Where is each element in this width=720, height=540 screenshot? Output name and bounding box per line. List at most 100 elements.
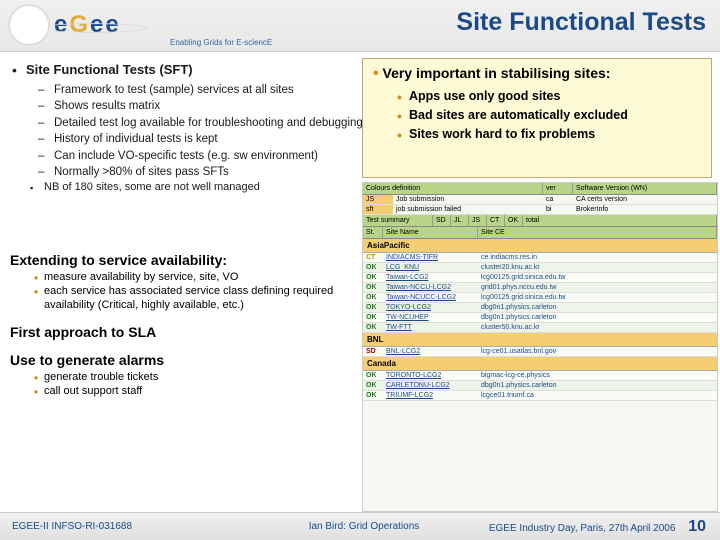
row-site: TW-NCUHEP (383, 313, 478, 322)
extend-item: each service has associated service clas… (34, 285, 355, 313)
row-ce: grid01.phys.nccu.edu.tw (478, 283, 717, 292)
row-ce: lcgce01.triumf.ca (478, 391, 717, 400)
legend-js: JS (363, 195, 393, 204)
sla-heading: First approach to SLA (10, 324, 355, 340)
sft-heading: Site Functional Tests (SFT) (26, 62, 367, 77)
row-site: TOKYO-LCG2 (383, 303, 478, 312)
bullet-icon: • (373, 65, 379, 82)
footer-right-text: EGEE Industry Day, Paris, 27th April 200… (489, 523, 676, 534)
row-status: OK (363, 263, 383, 272)
legend-js-text: Job submission (393, 195, 543, 204)
legend-bi-text: BrokerInfo (573, 205, 717, 214)
slide-footer: EGEE-II INFSO-RI-031688 Ian Bird: Grid O… (0, 512, 720, 540)
row-ce: cluster20.knu.ac.kr (478, 263, 717, 272)
sft-sub-item: NB of 180 sites, some are not well manag… (32, 181, 367, 193)
egee-logo: eGee (8, 4, 121, 46)
alarms-heading: Use to generate alarms (10, 352, 355, 368)
row-status: OK (363, 283, 383, 292)
matrix-row: OKTOKYO-LCG2dbg0n1.physics.carleton (363, 303, 717, 313)
sft-item: Can include VO-specific tests (e.g. sw e… (42, 149, 367, 163)
logo-swoosh (38, 23, 148, 33)
row-ce: bigmac-lcg-ce.physics (478, 371, 717, 380)
row-ce: lcg-ce01.usatlas.bnl.gov (478, 347, 717, 356)
sft-item: Detailed test log available for troubles… (42, 116, 367, 130)
matrix-row: OKTW-NCUHEPdbg0n1.physics.carleton (363, 313, 717, 323)
matrix-row: OKTaiwan-NCCU-LCG2grid01.phys.nccu.edu.t… (363, 283, 717, 293)
sft-sub-list: NB of 180 sites, some are not well manag… (32, 181, 367, 193)
row-status: OK (363, 293, 383, 302)
matrix-region-header: Canada (363, 357, 717, 371)
row-ce: lcg00125.grid.sinica.edu.tw (478, 273, 717, 282)
matrix-region-header: AsiaPacific (363, 239, 717, 253)
row-site: TW-FTT (383, 323, 478, 332)
row-site: TRIUMF-LCG2 (383, 391, 478, 400)
row-ce: ce.indiacms.res.in (478, 253, 717, 262)
logo-circle (8, 4, 50, 46)
row-status: CT (363, 253, 383, 262)
matrix-col-header: St. Site Name Site CE (363, 227, 717, 239)
col-ver: ver (543, 183, 573, 194)
matrix-row: OKTRIUMF-LCG2lcgce01.triumf.ca (363, 391, 717, 401)
extend-heading: Extending to service availability: (10, 252, 355, 268)
sft-item: History of individual tests is kept (42, 132, 367, 146)
row-status: OK (363, 313, 383, 322)
col-wn: Software Version (WN) (573, 183, 717, 194)
slide-header: eGee Enabling Grids for E-sciencE Site F… (0, 0, 720, 52)
row-status: OK (363, 381, 383, 390)
matrix-legend-header: Colours definition ver Software Version … (363, 183, 717, 195)
alarms-item: call out support staff (34, 385, 355, 399)
matrix-row: OKTW-FTTcluster50.knu.ac.kr (363, 323, 717, 333)
sft-list: Framework to test (sample) services at a… (42, 83, 367, 179)
row-site: INDIACMS-TIFR (383, 253, 478, 262)
importance-item: Apps use only good sites (397, 87, 701, 106)
legend-ca-text: CA certs version (573, 195, 717, 204)
tagline: Enabling Grids for E-sciencE (170, 38, 272, 47)
importance-heading: • Very important in stabilising sites: (373, 65, 701, 83)
lead-bullet: • (12, 62, 17, 78)
slide-title: Site Functional Tests (456, 8, 706, 37)
legend-bi: bi (543, 205, 573, 214)
footer-mid: Ian Bird: Grid Operations (247, 521, 482, 532)
alarms-item: generate trouble tickets (34, 371, 355, 385)
legend-sft-text: job submission failed (393, 205, 543, 214)
row-site: Taiwan-NCUCC-LCG2 (383, 293, 478, 302)
row-status: OK (363, 303, 383, 312)
matrix-row: CTINDIACMS-TIFRce.indiacms.res.in (363, 253, 717, 263)
row-site: TORONTO-LCG2 (383, 371, 478, 380)
importance-heading-text: Very important in stabilising sites: (383, 65, 611, 81)
legend-row: JS Job submission ca CA certs version (363, 195, 717, 205)
row-status: OK (363, 371, 383, 380)
matrix-row: OKLCG_KNUcluster20.knu.ac.kr (363, 263, 717, 273)
row-status: SD (363, 347, 383, 356)
legend-sft: sft (363, 205, 393, 214)
sft-section: • Site Functional Tests (SFT) Framework … (12, 62, 367, 193)
matrix-row: OKCARLETONU-LCG2dbg0n1.physics.carleton (363, 381, 717, 391)
row-site: Taiwan-NCCU-LCG2 (383, 283, 478, 292)
extend-list: measure availability by service, site, V… (34, 271, 355, 312)
row-ce: dbg0n1.physics.carleton (478, 381, 717, 390)
legend-row: sft job submission failed bi BrokerInfo (363, 205, 717, 215)
matrix-row: OKTaiwan-LCG2lcg00125.grid.sinica.edu.tw (363, 273, 717, 283)
row-site: CARLETONU-LCG2 (383, 381, 478, 390)
test-summary-label: Test summary (363, 215, 433, 226)
importance-item: Sites work hard to fix problems (397, 125, 701, 144)
row-site: LCG_KNU (383, 263, 478, 272)
row-site: Taiwan-LCG2 (383, 273, 478, 282)
row-site: BNL-LCG2 (383, 347, 478, 356)
matrix-body: AsiaPacificCTINDIACMS-TIFRce.indiacms.re… (363, 239, 717, 401)
row-ce: dbg0n1.physics.carleton (478, 303, 717, 312)
alarms-list: generate trouble tickets call out suppor… (34, 371, 355, 399)
colours-label: Colours definition (363, 183, 543, 194)
slide-content: • Site Functional Tests (SFT) Framework … (0, 52, 720, 512)
legend-ca: ca (543, 195, 573, 204)
test-summary-header: Test summary SDJLJSCTOKtotal (363, 215, 717, 227)
row-ce: cluster50.knu.ac.kr (478, 323, 717, 332)
matrix-row: OKTORONTO-LCG2bigmac-lcg-ce.physics (363, 371, 717, 381)
row-status: OK (363, 273, 383, 282)
extend-item: measure availability by service, site, V… (34, 271, 355, 285)
importance-list: Apps use only good sites Bad sites are a… (397, 87, 701, 143)
page-number: 10 (678, 518, 716, 535)
footer-right: EGEE Industry Day, Paris, 27th April 200… (481, 518, 720, 536)
row-ce: dbg0n1.physics.carleton (478, 313, 717, 322)
sft-item: Normally >80% of sites pass SFTs (42, 165, 367, 179)
